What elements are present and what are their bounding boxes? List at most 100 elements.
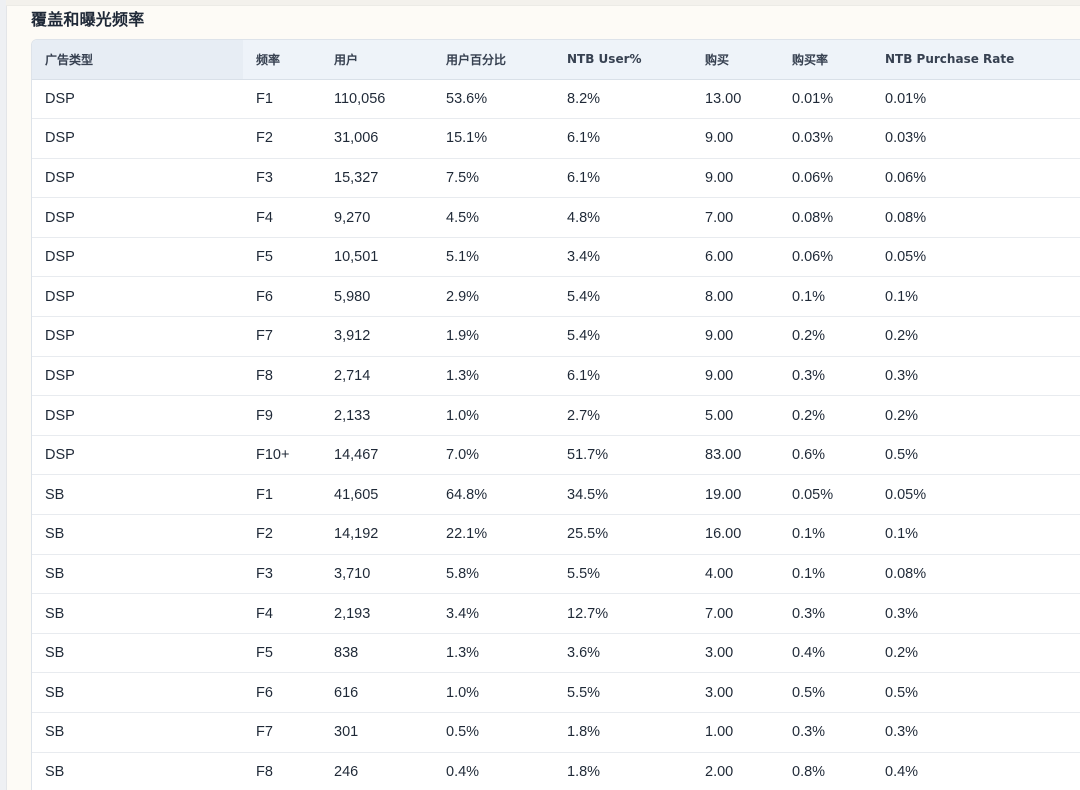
cell-frequency: F1 (243, 474, 321, 516)
cell-frequency: F4 (243, 197, 321, 238)
cell-ntb-user-percent: 5.5% (554, 554, 692, 595)
cell-user-percent: 0.5% (433, 712, 554, 753)
cell-ad-type: DSP (32, 197, 243, 238)
cell-frequency: F5 (243, 237, 321, 278)
cell-users: 5,980 (321, 276, 433, 318)
cell-ntb-purchase-rate: 0.01% (872, 79, 1080, 120)
cell-ad-type: SB (32, 474, 243, 516)
cell-purchases: 7.00 (692, 593, 779, 634)
table-row[interactable]: DSP F4 9,270 4.5% 4.8% 7.00 0.08% 0.08% (32, 197, 1080, 238)
cell-ntb-purchase-rate: 0.3% (872, 712, 1080, 753)
cell-ad-type: SB (32, 672, 243, 713)
cell-users: 41,605 (321, 474, 433, 516)
cell-frequency: F4 (243, 593, 321, 634)
cell-user-percent: 4.5% (433, 197, 554, 238)
cell-frequency: F2 (243, 118, 321, 159)
cell-ntb-purchase-rate: 0.03% (872, 118, 1080, 159)
cell-ntb-purchase-rate: 0.3% (872, 356, 1080, 397)
cell-ntb-user-percent: 1.8% (554, 752, 692, 790)
table-row[interactable]: SB F6 616 1.0% 5.5% 3.00 0.5% 0.5% (32, 672, 1080, 713)
column-header-purchases[interactable]: 购买 (692, 40, 779, 80)
table-row[interactable]: SB F8 246 0.4% 1.8% 2.00 0.8% 0.4% (32, 752, 1080, 790)
cell-purchase-rate: 0.1% (779, 514, 872, 555)
table-row[interactable]: SB F2 14,192 22.1% 25.5% 16.00 0.1% 0.1% (32, 514, 1080, 555)
cell-users: 616 (321, 672, 433, 713)
cell-users: 10,501 (321, 237, 433, 278)
table-row[interactable]: SB F1 41,605 64.8% 34.5% 19.00 0.05% 0.05% (32, 474, 1080, 516)
table-row[interactable]: DSP F9 2,133 1.0% 2.7% 5.00 0.2% 0.2% (32, 395, 1080, 436)
cell-ad-type: DSP (32, 435, 243, 476)
cell-users: 3,710 (321, 554, 433, 595)
cell-purchases: 83.00 (692, 435, 779, 476)
cell-user-percent: 1.3% (433, 633, 554, 674)
cell-ntb-user-percent: 3.4% (554, 237, 692, 278)
cell-user-percent: 5.8% (433, 554, 554, 595)
cell-ad-type: DSP (32, 158, 243, 199)
column-header-users[interactable]: 用户 (321, 40, 433, 80)
cell-users: 301 (321, 712, 433, 753)
column-header-ntb-user-percent[interactable]: NTB User% (554, 40, 692, 80)
cell-user-percent: 53.6% (433, 79, 554, 120)
cell-users: 2,133 (321, 395, 433, 436)
cell-user-percent: 1.9% (433, 316, 554, 357)
cell-purchases: 16.00 (692, 514, 779, 555)
table-row[interactable]: DSP F5 10,501 5.1% 3.4% 6.00 0.06% 0.05% (32, 237, 1080, 278)
cell-ntb-user-percent: 2.7% (554, 395, 692, 436)
cell-ntb-purchase-rate: 0.5% (872, 672, 1080, 713)
cell-purchases: 13.00 (692, 79, 779, 120)
column-header-user-percent[interactable]: 用户百分比 (433, 40, 554, 80)
cell-frequency: F8 (243, 752, 321, 790)
cell-purchase-rate: 0.03% (779, 118, 872, 159)
cell-ad-type: DSP (32, 237, 243, 278)
cell-frequency: F1 (243, 79, 321, 120)
cell-purchases: 9.00 (692, 316, 779, 357)
cell-ad-type: DSP (32, 356, 243, 397)
cell-purchase-rate: 0.3% (779, 593, 872, 634)
column-header-ad-type[interactable]: 广告类型 (32, 40, 243, 80)
frequency-table-container[interactable]: 广告类型 频率 用户 用户百分比 NTB User% 购买 购买率 NTB Pu… (31, 39, 1080, 790)
cell-purchases: 9.00 (692, 356, 779, 397)
cell-users: 14,467 (321, 435, 433, 476)
cell-frequency: F3 (243, 554, 321, 595)
table-row[interactable]: DSP F10+ 14,467 7.0% 51.7% 83.00 0.6% 0.5% (32, 435, 1080, 476)
cell-ntb-purchase-rate: 0.2% (872, 316, 1080, 357)
cell-ntb-purchase-rate: 0.4% (872, 752, 1080, 790)
table-row[interactable]: DSP F6 5,980 2.9% 5.4% 8.00 0.1% 0.1% (32, 276, 1080, 318)
cell-user-percent: 5.1% (433, 237, 554, 278)
cell-users: 15,327 (321, 158, 433, 199)
cell-users: 9,270 (321, 197, 433, 238)
cell-ntb-purchase-rate: 0.2% (872, 633, 1080, 674)
cell-purchase-rate: 0.2% (779, 395, 872, 436)
cell-ntb-purchase-rate: 0.08% (872, 197, 1080, 238)
table-row[interactable]: DSP F1 110,056 53.6% 8.2% 13.00 0.01% 0.01% (32, 79, 1080, 120)
table-row[interactable]: DSP F3 15,327 7.5% 6.1% 9.00 0.06% 0.06% (32, 158, 1080, 199)
table-row[interactable]: SB F4 2,193 3.4% 12.7% 7.00 0.3% 0.3% (32, 593, 1080, 634)
table-row[interactable]: DSP F8 2,714 1.3% 6.1% 9.00 0.3% 0.3% (32, 356, 1080, 397)
cell-ntb-purchase-rate: 0.1% (872, 276, 1080, 318)
cell-purchase-rate: 0.5% (779, 672, 872, 713)
column-header-purchase-rate[interactable]: 购买率 (779, 40, 872, 80)
cell-ntb-user-percent: 5.5% (554, 672, 692, 713)
cell-frequency: F3 (243, 158, 321, 199)
cell-users: 246 (321, 752, 433, 790)
cell-purchase-rate: 0.2% (779, 316, 872, 357)
cell-users: 2,714 (321, 356, 433, 397)
column-header-ntb-purchase-rate[interactable]: NTB Purchase Rate (872, 40, 1080, 80)
cell-ad-type: SB (32, 752, 243, 790)
cell-purchases: 19.00 (692, 474, 779, 516)
cell-user-percent: 0.4% (433, 752, 554, 790)
cell-purchase-rate: 0.06% (779, 158, 872, 199)
table-row[interactable]: SB F5 838 1.3% 3.6% 3.00 0.4% 0.2% (32, 633, 1080, 674)
cell-ntb-user-percent: 5.4% (554, 316, 692, 357)
column-header-frequency[interactable]: 频率 (243, 40, 321, 80)
cell-purchases: 6.00 (692, 237, 779, 278)
cell-purchase-rate: 0.3% (779, 356, 872, 397)
cell-frequency: F2 (243, 514, 321, 555)
table-row[interactable]: DSP F2 31,006 15.1% 6.1% 9.00 0.03% 0.03% (32, 118, 1080, 159)
table-row[interactable]: SB F7 301 0.5% 1.8% 1.00 0.3% 0.3% (32, 712, 1080, 753)
table-row[interactable]: DSP F7 3,912 1.9% 5.4% 9.00 0.2% 0.2% (32, 316, 1080, 357)
table-row[interactable]: SB F3 3,710 5.8% 5.5% 4.00 0.1% 0.08% (32, 554, 1080, 595)
cell-user-percent: 22.1% (433, 514, 554, 555)
cell-ad-type: DSP (32, 316, 243, 357)
